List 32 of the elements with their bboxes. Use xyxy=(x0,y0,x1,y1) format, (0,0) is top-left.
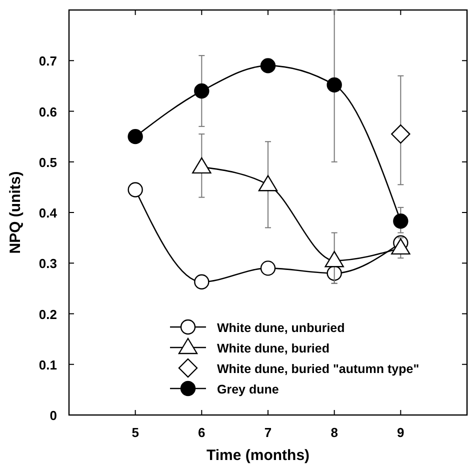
point xyxy=(324,250,344,268)
point xyxy=(391,238,410,255)
x-tick-label: 9 xyxy=(397,425,404,440)
point xyxy=(391,124,410,144)
y-tick-label: 0.2 xyxy=(38,306,57,322)
y-tick-label: 0 xyxy=(50,408,57,423)
x-tick-label: 6 xyxy=(198,425,206,440)
point xyxy=(192,157,212,174)
point xyxy=(194,83,210,99)
x-axis-title: Time (months) xyxy=(206,447,310,464)
point xyxy=(258,175,278,192)
point xyxy=(326,77,342,93)
x-tick-label: 5 xyxy=(132,425,139,440)
legend-label: White dune, unburied xyxy=(217,321,345,335)
legend-label: White dune, buried xyxy=(217,342,330,356)
y-tick-label: 0.4 xyxy=(38,206,58,220)
y-tick-label: 0.7 xyxy=(38,54,57,69)
point xyxy=(128,182,143,198)
point xyxy=(393,214,408,229)
point xyxy=(260,58,276,74)
y-axis-title: NPQ (units) xyxy=(7,171,24,254)
legend-label: White dune, buried "autumn type" xyxy=(217,362,420,376)
y-tick-label: 0.1 xyxy=(38,357,57,372)
point xyxy=(128,128,143,144)
y-tick-label: 0.5 xyxy=(38,154,57,170)
point xyxy=(194,274,210,290)
y-tick-label: 0.6 xyxy=(38,104,57,120)
x-tick-label: 8 xyxy=(330,425,338,440)
legend-label: Grey dune xyxy=(217,382,279,396)
y-tick-label: 0.3 xyxy=(38,256,57,272)
point xyxy=(260,260,276,276)
x-tick-label: 7 xyxy=(264,425,272,440)
